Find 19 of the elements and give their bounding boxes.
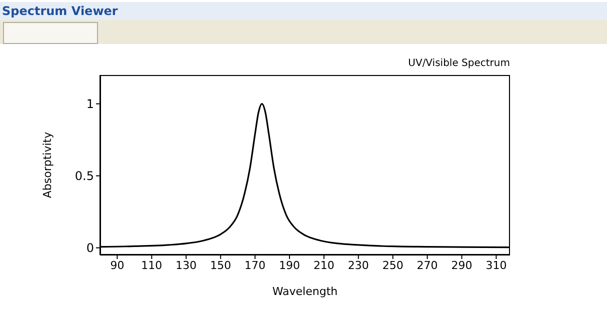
x-tick-label: 310: [486, 258, 507, 272]
chart-subtitle: UV/Visible Spectrum: [408, 58, 510, 69]
x-axis-title: Wavelength: [272, 285, 338, 298]
y-tick-label: 1: [86, 97, 94, 112]
x-tick-label: 130: [176, 258, 197, 272]
x-tick-label: 270: [416, 258, 438, 272]
x-tick-label: 150: [210, 258, 232, 272]
x-tick-label: 110: [141, 258, 162, 272]
y-tick-label: 0: [86, 241, 94, 256]
x-tick-label: 210: [313, 258, 334, 272]
chart-title: Spectrum Viewer: [0, 2, 607, 20]
x-tick-label: 290: [451, 258, 472, 272]
y-tick-label: 0.5: [74, 169, 94, 184]
x-tick-label: 250: [382, 258, 404, 272]
x-tick-label: 190: [278, 258, 300, 272]
x-tick-label: 230: [348, 258, 369, 272]
y-axis-title: Absorptivity: [40, 131, 54, 198]
x-tick-label: 170: [244, 258, 266, 272]
x-tick-label: 90: [110, 258, 124, 272]
